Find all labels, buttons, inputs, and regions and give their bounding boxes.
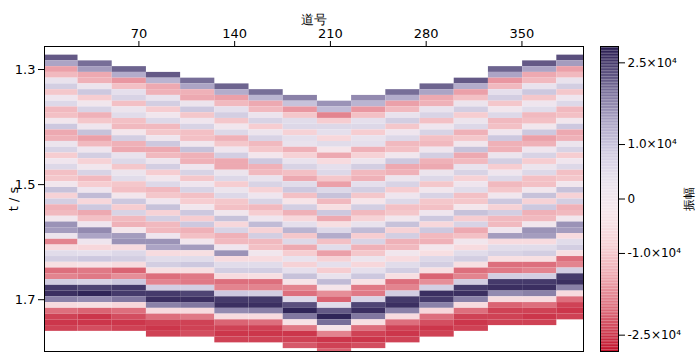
svg-text:1.7: 1.7 [15,292,36,307]
svg-text:1.3: 1.3 [15,62,36,77]
svg-text:140: 140 [222,26,247,41]
svg-text:350: 350 [510,26,535,41]
svg-text:t / s: t / s [6,187,21,212]
svg-text:1.0×10⁴: 1.0×10⁴ [628,137,677,151]
svg-text:70: 70 [131,26,148,41]
svg-text:1.5: 1.5 [14,176,36,192]
svg-text:0: 0 [628,192,636,206]
svg-text:210: 210 [318,26,343,41]
svg-text:2.5×10⁴: 2.5×10⁴ [628,56,677,70]
svg-text:-1.0×10⁴: -1.0×10⁴ [628,246,682,260]
svg-text:-2.5×10⁴: -2.5×10⁴ [628,328,682,342]
svg-text:280: 280 [414,26,439,41]
svg-text:道号: 道号 [301,12,327,27]
svg-text:振幅: 振幅 [682,187,696,211]
